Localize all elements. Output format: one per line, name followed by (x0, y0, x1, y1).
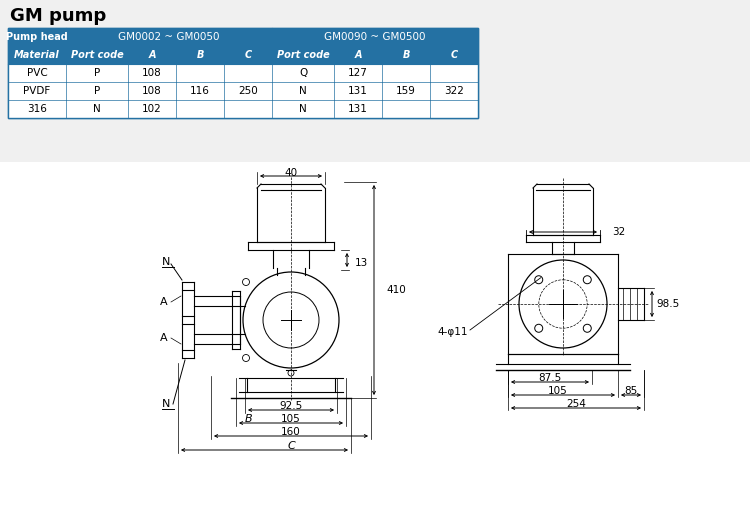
Text: Port code: Port code (70, 50, 123, 60)
Text: GM pump: GM pump (10, 7, 106, 25)
Text: 85: 85 (624, 386, 638, 396)
Bar (8, 28, 478, 46)
Text: 13: 13 (355, 258, 368, 268)
Text: GM0002 ~ GM0050: GM0002 ~ GM0050 (118, 32, 220, 42)
Text: 250: 250 (238, 86, 258, 96)
Text: A: A (354, 50, 362, 60)
Text: 32: 32 (612, 227, 626, 237)
Text: 98.5: 98.5 (656, 299, 680, 309)
Text: 105: 105 (548, 386, 568, 396)
Text: 410: 410 (386, 285, 406, 295)
Text: 131: 131 (348, 86, 368, 96)
Text: 160: 160 (281, 427, 301, 437)
Text: PVDF: PVDF (23, 86, 51, 96)
Text: A: A (160, 297, 168, 307)
Text: 316: 316 (27, 104, 47, 114)
Bar (8, 28, 66, 46)
Text: 131: 131 (348, 104, 368, 114)
Text: Port code: Port code (277, 50, 329, 60)
Text: 108: 108 (142, 86, 162, 96)
Text: 92.5: 92.5 (279, 401, 302, 411)
Text: C: C (244, 50, 251, 60)
Text: 102: 102 (142, 104, 162, 114)
Text: P: P (94, 86, 100, 96)
Text: N: N (162, 399, 170, 409)
Text: A: A (148, 50, 156, 60)
Text: 108: 108 (142, 68, 162, 78)
Text: N: N (299, 86, 307, 96)
Bar (8, 64, 478, 82)
Text: 127: 127 (348, 68, 368, 78)
Text: 159: 159 (396, 86, 416, 96)
Text: B: B (245, 414, 253, 424)
Text: Material: Material (14, 50, 60, 60)
Text: Pump head: Pump head (6, 32, 68, 42)
Text: C: C (451, 50, 458, 60)
Bar (8, 46, 478, 64)
Bar (8, 82, 478, 100)
Text: N: N (93, 104, 100, 114)
Text: P: P (94, 68, 100, 78)
Text: 322: 322 (444, 86, 464, 96)
Text: GM0090 ~ GM0500: GM0090 ~ GM0500 (324, 32, 426, 42)
Text: PVC: PVC (27, 68, 47, 78)
Text: 87.5: 87.5 (538, 373, 562, 383)
Bar (8, 28, 478, 118)
Text: 4-φ11: 4-φ11 (437, 327, 468, 337)
Text: 116: 116 (190, 86, 210, 96)
Text: 40: 40 (284, 168, 298, 178)
Text: B: B (196, 50, 204, 60)
Text: B: B (402, 50, 410, 60)
Bar (8, 28, 478, 118)
Bar (8, 100, 478, 118)
Text: C: C (287, 441, 295, 451)
Text: 254: 254 (566, 399, 586, 409)
Text: N: N (299, 104, 307, 114)
Bar (0, 162, 750, 520)
Text: 105: 105 (281, 414, 301, 424)
Text: N: N (162, 257, 170, 267)
Text: Q: Q (298, 68, 307, 78)
Text: A: A (160, 333, 168, 343)
